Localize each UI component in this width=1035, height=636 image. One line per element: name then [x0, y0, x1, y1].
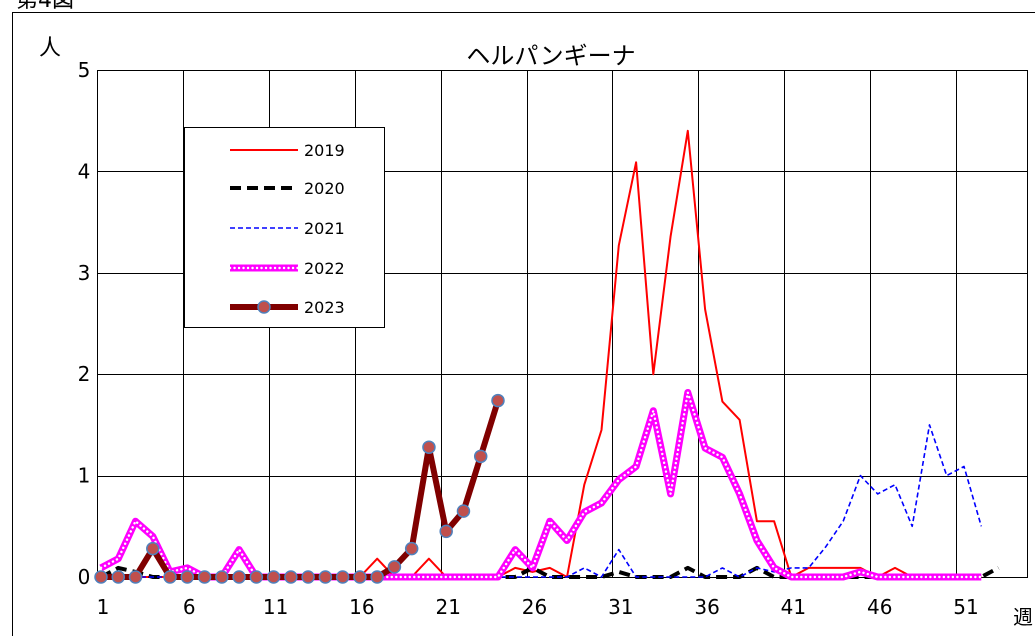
- figure-label: 第4図: [16, 0, 74, 13]
- legend-label: 2021: [304, 219, 345, 238]
- series-2023-point: [301, 570, 315, 584]
- series-2023-point: [284, 570, 298, 584]
- legend-label: 2023: [304, 298, 345, 317]
- y-tick-label: 4: [78, 159, 91, 183]
- series-2023-point: [387, 560, 402, 574]
- series-2023-point: [163, 570, 177, 584]
- series-2023-point: [232, 570, 246, 584]
- series-2023: [94, 393, 505, 584]
- series-2023-point: [491, 393, 505, 408]
- x-tick-label: 36: [694, 595, 719, 619]
- legend-box: [184, 127, 385, 328]
- x-tick-label: 6: [183, 595, 196, 619]
- series-group: [94, 129, 1000, 584]
- x-axis-label: 週: [1013, 605, 1033, 629]
- series-2023-point: [215, 570, 229, 584]
- legend-entry-2020: 2020: [230, 179, 345, 198]
- series-2023-point: [318, 570, 333, 584]
- series-2023-point: [473, 449, 488, 464]
- series-2023-point: [128, 570, 143, 584]
- series-2023-point: [94, 570, 108, 584]
- legend-entry-2022: 2022: [228, 259, 345, 278]
- y-tick-label: 5: [78, 58, 91, 82]
- series-2023-point: [249, 570, 264, 584]
- y-tick-label: 1: [78, 464, 91, 488]
- legend: 2019 2020 2021 2022 2023: [184, 127, 385, 328]
- series-2023-point: [335, 570, 350, 584]
- legend-label: 2022: [304, 259, 345, 278]
- y-axis-label: 人: [39, 36, 61, 61]
- x-tick-label: 41: [781, 595, 806, 619]
- series-2023-point: [456, 504, 471, 518]
- legend-entry-2021: 2021: [230, 219, 345, 238]
- y-tick-label: 0: [78, 565, 91, 589]
- x-tick-label: 11: [263, 595, 288, 619]
- legend-marker: [257, 300, 271, 314]
- x-tick-label: 1: [97, 595, 110, 619]
- series-2023-point: [266, 570, 281, 584]
- series-2023-point: [146, 541, 160, 556]
- y-axis-ticks: 0 1 2 3 4 5: [78, 58, 91, 589]
- legend-entry-2019: 2019: [230, 141, 345, 160]
- series-2023-point: [404, 541, 419, 556]
- series-2023-point: [370, 570, 384, 584]
- series-2022-line-pattern: [99, 392, 983, 579]
- legend-entry-2023: 2023: [230, 298, 345, 317]
- x-tick-label: 51: [953, 595, 978, 619]
- x-axis-ticks: 1 6 11 16 21 26 31 36 41 46 51: [97, 595, 979, 619]
- legend-label: 2019: [304, 141, 345, 160]
- x-tick-label: 21: [435, 595, 460, 619]
- x-tick-label: 16: [349, 595, 374, 619]
- series-2023-point: [180, 570, 195, 584]
- series-2023-point: [353, 570, 367, 584]
- series-2023-point: [111, 570, 126, 584]
- series-2023-point: [422, 440, 436, 454]
- series-2022-line: [99, 389, 982, 581]
- chart-title: ヘルパンギーナ: [466, 42, 635, 70]
- y-tick-label: 3: [78, 261, 91, 285]
- legend-label: 2020: [304, 179, 345, 198]
- series-2023-point: [197, 570, 212, 584]
- y-tick-label: 2: [78, 362, 91, 386]
- x-tick-label: 46: [867, 595, 892, 619]
- x-tick-label: 26: [522, 595, 547, 619]
- series-2022: [99, 389, 983, 581]
- series-2023-point: [439, 524, 453, 539]
- x-tick-label: 31: [608, 595, 633, 619]
